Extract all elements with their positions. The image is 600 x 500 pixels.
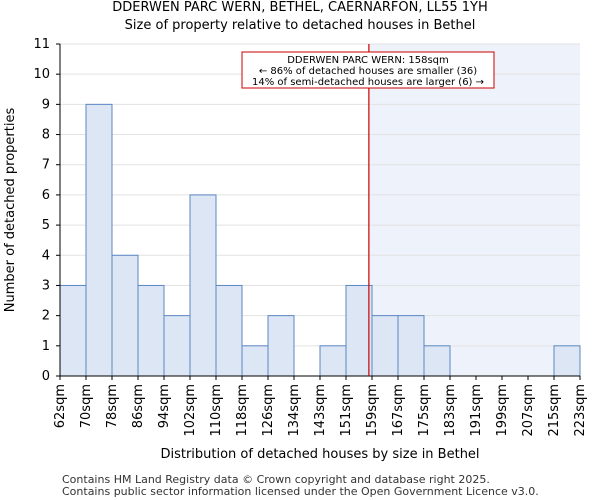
bar [85,103,113,377]
footer-line-2: Contains public sector information licen… [62,485,539,498]
y-tick-label: 7 [42,158,50,173]
y-tick-label: 3 [42,278,50,293]
x-tick-label: 70sqm [79,384,94,428]
y-tick-label: 6 [42,188,50,203]
x-tick-label: 207sqm [521,384,536,437]
y-tick-label: 9 [42,97,50,112]
x-axis-label: Distribution of detached houses by size … [160,447,479,462]
x-tick-label: 167sqm [391,384,406,437]
bar [345,284,373,377]
bar [423,345,451,377]
x-tick-label: 110sqm [209,384,224,437]
x-tick-label: 183sqm [443,384,458,437]
x-tick-label: 191sqm [469,384,484,437]
bar [189,194,217,377]
x-tick-label: 134sqm [287,384,302,437]
bar [137,284,165,377]
x-tick-label: 223sqm [573,384,588,437]
bar [319,345,347,377]
x-tick-label: 62sqm [53,384,68,428]
y-tick-label: 10 [33,67,50,82]
y-tick-label: 11 [33,37,50,52]
y-tick-label: 1 [42,339,50,354]
bar [59,284,87,377]
bar [215,284,243,377]
bar [163,315,191,377]
chart-subtitle: Size of property relative to detached ho… [124,18,476,33]
x-tick-label: 126sqm [261,384,276,437]
annotation-line: 14% of semi-detached houses are larger (… [252,77,484,88]
x-tick-label: 102sqm [183,384,198,437]
x-tick-label: 86sqm [131,384,146,428]
x-tick-label: 151sqm [339,384,354,437]
x-tick-label: 199sqm [495,384,510,437]
x-tick-label: 78sqm [105,384,120,428]
bar [553,345,581,377]
chart-title: DDERWEN PARC WERN, BETHEL, CAERNARFON, L… [112,0,488,15]
y-tick-label: 2 [42,309,50,324]
annotation-line: DDERWEN PARC WERN: 158sqm [287,55,449,66]
bar [241,345,269,377]
footer-line-1: Contains HM Land Registry data © Crown c… [62,473,490,486]
x-tick-label: 143sqm [313,384,328,437]
annotation-box [241,51,495,89]
y-tick-label: 4 [42,248,50,263]
x-tick-label: 118sqm [235,384,250,437]
bar [397,315,425,377]
x-tick-label: 94sqm [157,384,172,428]
y-axis-label: Number of detached properties [3,108,18,313]
y-tick-label: 0 [42,369,50,384]
y-tick-label: 5 [42,218,50,233]
annotation-line: ← 86% of detached houses are smaller (36… [259,66,477,77]
y-tick-label: 8 [42,128,50,143]
bar [267,315,295,377]
bar [371,315,399,377]
x-tick-label: 159sqm [365,384,380,437]
x-tick-label: 175sqm [417,384,432,437]
x-tick-label: 215sqm [547,384,562,437]
bar [111,254,139,377]
